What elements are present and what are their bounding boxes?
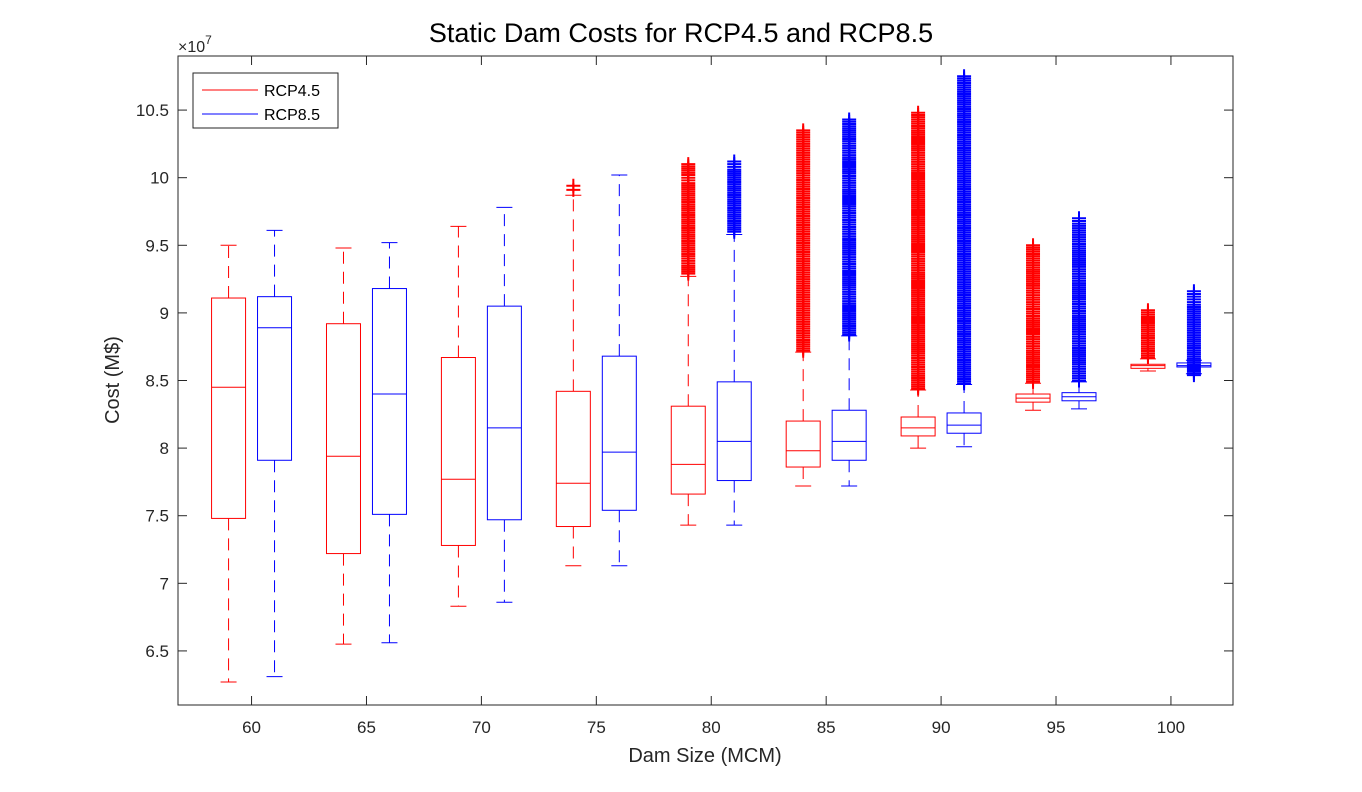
box-rcp45-69 xyxy=(440,225,476,607)
legend-label-rcp45: RCP4.5 xyxy=(264,83,320,100)
y-tick-label: 8 xyxy=(160,439,169,458)
box-rcp45-64 xyxy=(325,247,361,645)
outlier-marker xyxy=(1026,238,1041,253)
box-rcp85-71 xyxy=(486,206,522,603)
y-exponent-power: 7 xyxy=(205,33,212,47)
box-iqr xyxy=(486,305,522,521)
box-rcp85-61 xyxy=(257,229,293,678)
y-tick-label: 9 xyxy=(160,304,169,323)
outlier-marker xyxy=(1072,211,1086,226)
box-plots xyxy=(211,69,1212,683)
x-tick-label: 75 xyxy=(587,718,606,737)
box-rcp85-76 xyxy=(601,174,637,567)
x-tick-label: 65 xyxy=(357,718,376,737)
x-tick-label: 95 xyxy=(1047,718,1066,737)
box-rcp85-66 xyxy=(371,242,407,644)
box-rcp45-74 xyxy=(555,178,591,567)
y-tick-label: 7 xyxy=(160,574,169,593)
outlier-marker xyxy=(1140,303,1155,318)
box-rcp85-91 xyxy=(946,69,982,448)
legend-label-rcp85: RCP8.5 xyxy=(264,107,320,124)
y-tick-label: 6.5 xyxy=(145,642,169,661)
box-iqr xyxy=(831,409,867,461)
outlier-marker xyxy=(681,157,696,172)
x-axis-title: Dam Size (MCM) xyxy=(628,745,781,767)
box-iqr xyxy=(325,323,361,555)
box-iqr xyxy=(670,405,706,495)
box-rcp45-99 xyxy=(1130,303,1166,372)
legend: RCP4.5 RCP8.5 xyxy=(192,72,339,129)
box-iqr xyxy=(257,296,293,461)
x-tick-label: 70 xyxy=(472,718,491,737)
outlier-marker xyxy=(911,105,926,120)
outlier-marker xyxy=(796,123,811,138)
box-iqr xyxy=(946,412,982,434)
y-axis: 6.5 7 7.5 8 8.5 9 9.5 10 10.5 xyxy=(136,101,1233,661)
box-rcp45-59 xyxy=(211,244,247,683)
box-iqr xyxy=(440,357,476,546)
box-rcp85-96 xyxy=(1061,211,1097,410)
y-axis-title: Cost (M$) xyxy=(102,336,124,424)
box-iqr xyxy=(211,297,247,519)
outlier-marker xyxy=(842,112,857,127)
outlier-marker xyxy=(957,69,972,84)
box-rcp45-84 xyxy=(785,123,821,487)
y-axis-exponent: ×107 xyxy=(178,33,212,56)
box-rcp45-89 xyxy=(900,105,936,449)
box-rcp85-101 xyxy=(1176,284,1212,383)
box-rcp45-79 xyxy=(670,157,706,526)
x-tick-label: 85 xyxy=(817,718,836,737)
box-iqr xyxy=(555,390,591,528)
y-tick-label: 8.5 xyxy=(145,372,169,391)
box-rcp45-94 xyxy=(1015,238,1051,411)
box-iqr xyxy=(785,420,821,468)
chart-title: Static Dam Costs for RCP4.5 and RCP8.5 xyxy=(429,18,933,48)
box-iqr xyxy=(716,381,752,482)
outlier-marker xyxy=(566,178,581,193)
legend-box xyxy=(192,72,339,129)
outlier-marker xyxy=(1186,284,1201,299)
y-tick-label: 10 xyxy=(150,169,169,188)
plot-area xyxy=(177,55,1234,706)
x-axis: 60 65 70 75 80 85 90 95 100 xyxy=(242,56,1185,737)
outlier-marker xyxy=(727,154,742,169)
x-tick-label: 80 xyxy=(702,718,721,737)
box-iqr xyxy=(601,355,637,511)
x-tick-label: 90 xyxy=(932,718,951,737)
box-iqr xyxy=(900,416,936,437)
box-rcp85-81 xyxy=(716,154,752,526)
y-tick-label: 7.5 xyxy=(145,507,169,526)
y-exponent-base: ×10 xyxy=(178,39,205,56)
x-tick-label: 100 xyxy=(1157,718,1185,737)
box-rcp85-86 xyxy=(831,112,867,487)
box-iqr xyxy=(371,288,407,515)
y-tick-label: 9.5 xyxy=(145,236,169,255)
y-tick-label: 10.5 xyxy=(136,101,169,120)
x-tick-label: 60 xyxy=(242,718,261,737)
